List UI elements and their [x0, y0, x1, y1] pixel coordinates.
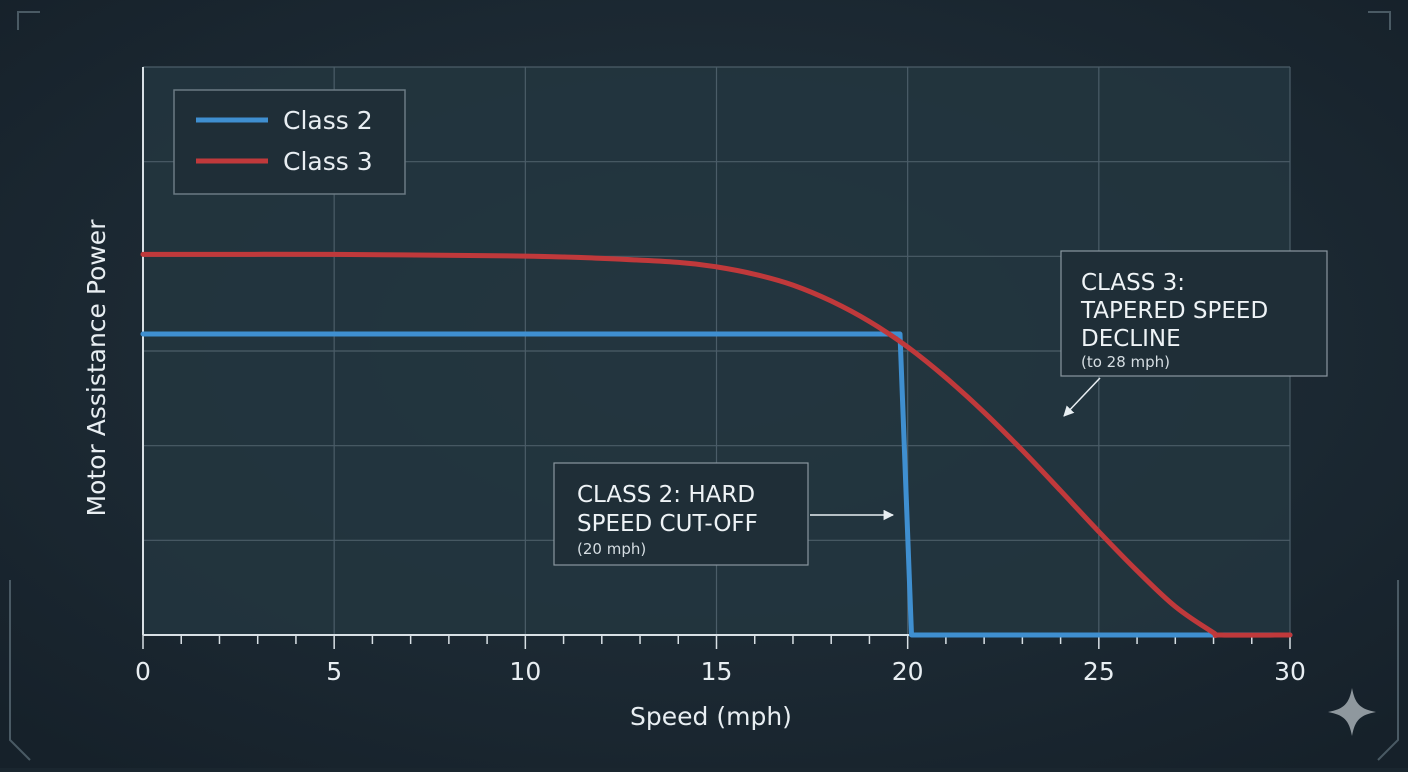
legend: Class 2 Class 3 [173, 89, 406, 195]
x-tick-label: 15 [701, 657, 733, 686]
y-axis-label: Motor Assistance Power [82, 219, 111, 517]
x-axis-label: Speed (mph) [630, 702, 792, 731]
x-axis-ticks: 0 5 10 15 20 25 30 [135, 635, 1306, 686]
x-tick-label: 0 [135, 657, 151, 686]
x-tick-label: 30 [1274, 657, 1306, 686]
annotation-class-3-note: (to 28 mph) [1081, 353, 1170, 371]
x-tick-label: 20 [892, 657, 924, 686]
annotation-class-2-note: (20 mph) [577, 540, 646, 558]
annotation-class-3-line-2: TAPERED SPEED [1080, 298, 1268, 324]
annotation-class-2-line-2: SPEED CUT-OFF [577, 511, 758, 537]
x-tick-label: 25 [1083, 657, 1115, 686]
annotation-class-3-line-1: CLASS 3: [1081, 270, 1185, 296]
frame-decoration [9, 11, 1399, 761]
series-line-class-3 [140, 251, 1293, 638]
annotation-class-2-line-1: CLASS 2: HARD [577, 482, 755, 508]
annotation-class-2: CLASS 2: HARD SPEED CUT-OFF (20 mph) [553, 462, 895, 566]
annotation-class-3-arrow [1063, 377, 1101, 417]
sparkle-icon [1328, 688, 1376, 736]
series-line-class-2 [140, 331, 1293, 638]
series-lines [140, 251, 1293, 638]
x-tick-label: 5 [326, 657, 342, 686]
legend-label-class-2: Class 2 [283, 106, 373, 135]
annotation-class-3: CLASS 3: TAPERED SPEED DECLINE (to 28 mp… [1060, 250, 1328, 417]
legend-label-class-3: Class 3 [283, 147, 373, 176]
x-tick-label: 10 [509, 657, 541, 686]
annotation-class-3-line-3: DECLINE [1081, 326, 1181, 352]
